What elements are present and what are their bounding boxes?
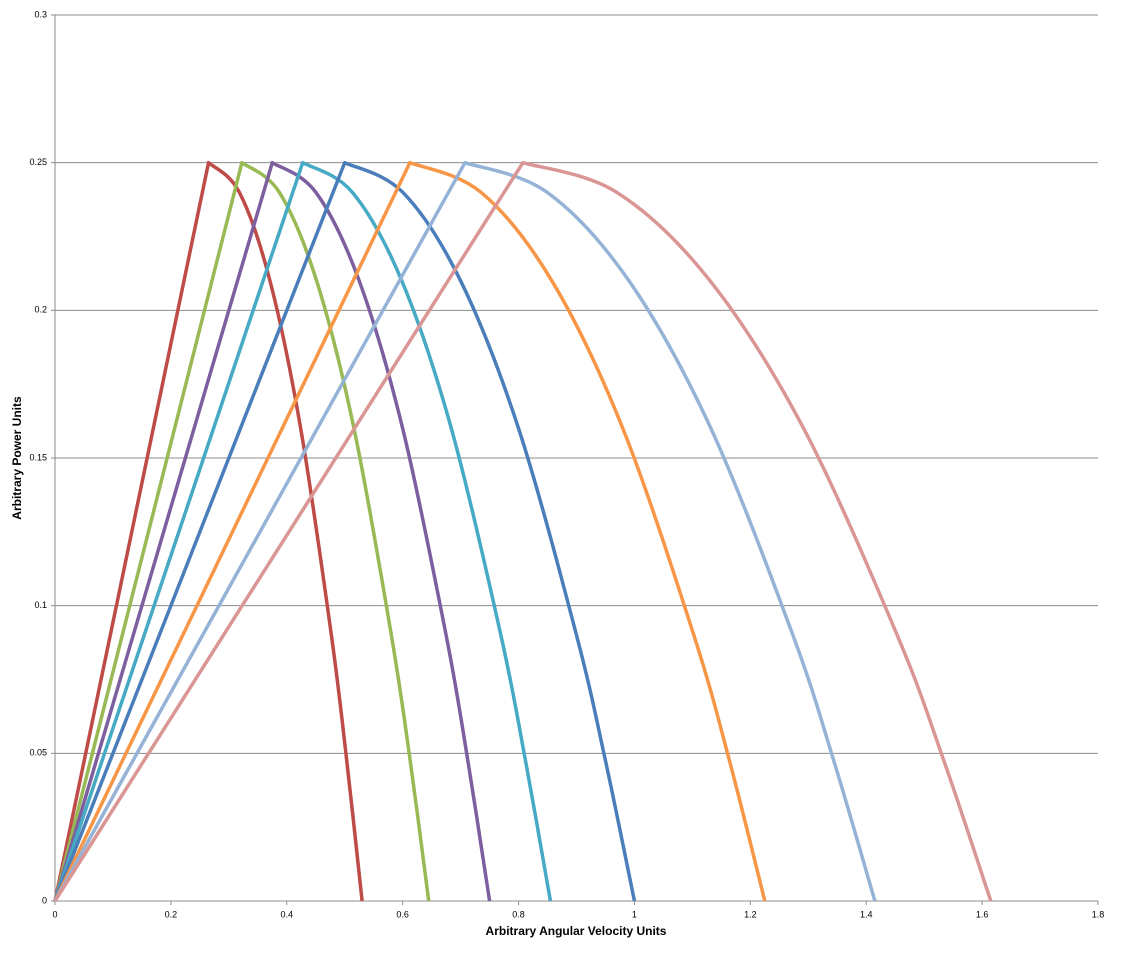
- x-tick-label: 1.6: [976, 909, 989, 919]
- y-tick-label: 0.3: [34, 9, 47, 19]
- x-tick-label: 1.4: [860, 909, 873, 919]
- series-line: [53, 160, 364, 902]
- y-tick-label: 0: [42, 895, 47, 905]
- x-tick-label: 1: [632, 909, 637, 919]
- series-line: [53, 160, 637, 902]
- y-tick-label: 0.05: [29, 748, 47, 758]
- x-tick-label: 0.8: [512, 909, 525, 919]
- x-tick-label: 0.2: [165, 909, 178, 919]
- y-tick-label: 0.1: [34, 600, 47, 610]
- y-tick-label: 0.15: [29, 452, 47, 462]
- series-line: [53, 160, 877, 902]
- x-axis-title: Arbitrary Angular Velocity Units: [486, 924, 667, 938]
- x-tick-label: 0.6: [396, 909, 409, 919]
- y-tick-label: 0.2: [34, 305, 47, 315]
- y-axis-title: Arbitrary Power Units: [10, 396, 24, 520]
- y-tick-label: 0.25: [29, 157, 47, 167]
- x-tick-label: 0: [52, 909, 57, 919]
- series-line: [53, 160, 553, 902]
- x-tick-label: 1.2: [744, 909, 757, 919]
- x-tick-label: 0.4: [281, 909, 294, 919]
- series-line: [53, 160, 767, 902]
- x-tick-label: 1.8: [1092, 909, 1105, 919]
- series-line: [53, 160, 431, 902]
- series-line: [53, 160, 993, 902]
- series-line: [53, 160, 492, 902]
